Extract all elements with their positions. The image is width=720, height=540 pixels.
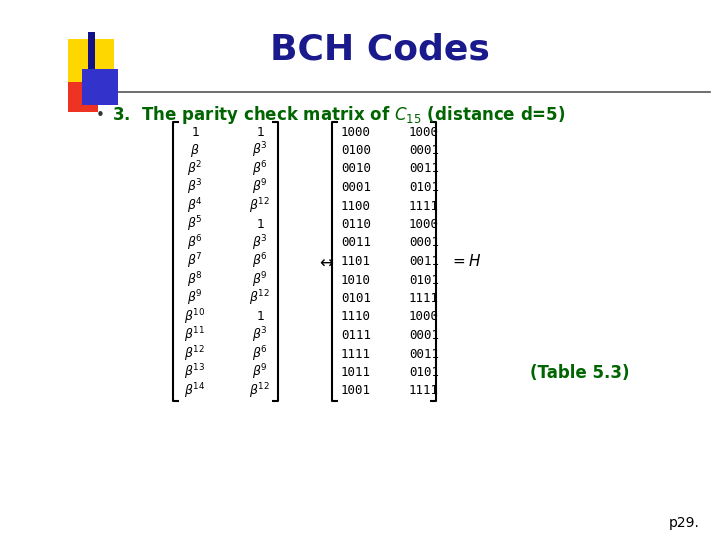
Text: $\beta^6$: $\beta^6$ — [252, 252, 268, 271]
Text: $\beta^2$: $\beta^2$ — [187, 159, 203, 179]
Text: $1$: $1$ — [256, 310, 264, 323]
Text: 1010: 1010 — [341, 273, 371, 287]
Text: 0110: 0110 — [341, 218, 371, 231]
Text: $\beta^5$: $\beta^5$ — [187, 215, 203, 234]
Text: 0101: 0101 — [409, 273, 439, 287]
Text: 0011: 0011 — [409, 163, 439, 176]
Text: $\beta^{11}$: $\beta^{11}$ — [184, 326, 206, 345]
Bar — [68, 82, 98, 112]
Text: 1111: 1111 — [341, 348, 371, 361]
Text: $\beta^{12}$: $\beta^{12}$ — [249, 196, 271, 216]
Text: 0001: 0001 — [409, 237, 439, 249]
Text: 3.  The parity check matrix of $C_{15}$ (distance d=5): 3. The parity check matrix of $C_{15}$ (… — [112, 104, 565, 126]
Text: 1000: 1000 — [409, 218, 439, 231]
Text: $\beta^9$: $\beta^9$ — [252, 363, 268, 382]
Text: $\beta^4$: $\beta^4$ — [187, 196, 203, 216]
Text: $1$: $1$ — [256, 125, 264, 138]
Text: $\beta^3$: $\beta^3$ — [187, 178, 203, 197]
Text: $1$: $1$ — [256, 218, 264, 231]
Text: 0001: 0001 — [341, 181, 371, 194]
Text: $\beta^3$: $\beta^3$ — [252, 326, 268, 345]
Text: $\beta^6$: $\beta^6$ — [252, 344, 268, 364]
Text: $\beta^{14}$: $\beta^{14}$ — [184, 381, 206, 401]
Text: 0001: 0001 — [409, 144, 439, 157]
Text: 1000: 1000 — [409, 310, 439, 323]
Text: 0111: 0111 — [341, 329, 371, 342]
Text: $\beta^6$: $\beta^6$ — [187, 233, 203, 253]
Text: 0100: 0100 — [341, 144, 371, 157]
Text: BCH Codes: BCH Codes — [270, 33, 490, 67]
Text: 0001: 0001 — [409, 329, 439, 342]
Text: 1000: 1000 — [409, 125, 439, 138]
Text: $\beta$: $\beta$ — [190, 142, 200, 159]
Text: $\beta^7$: $\beta^7$ — [187, 252, 203, 271]
Text: 0101: 0101 — [409, 181, 439, 194]
Text: 1100: 1100 — [341, 199, 371, 213]
Bar — [68, 39, 114, 85]
Text: •: • — [96, 107, 104, 123]
Text: $\beta^3$: $\beta^3$ — [252, 233, 268, 253]
Bar — [82, 69, 118, 105]
Text: p29.: p29. — [669, 516, 700, 530]
Text: 1111: 1111 — [409, 292, 439, 305]
Text: 0101: 0101 — [341, 292, 371, 305]
Text: (Table 5.3): (Table 5.3) — [530, 363, 629, 381]
Text: $= H$: $= H$ — [450, 253, 482, 269]
Text: 1011: 1011 — [341, 366, 371, 379]
Bar — [88, 32, 95, 100]
Text: $\beta^3$: $\beta^3$ — [252, 141, 268, 160]
Text: $\beta^{10}$: $\beta^{10}$ — [184, 307, 206, 327]
Text: $\beta^{13}$: $\beta^{13}$ — [184, 363, 206, 382]
Text: 1110: 1110 — [341, 310, 371, 323]
Text: 0011: 0011 — [409, 255, 439, 268]
Text: 1111: 1111 — [409, 384, 439, 397]
Text: 0010: 0010 — [341, 163, 371, 176]
Text: $\beta^{12}$: $\beta^{12}$ — [249, 381, 271, 401]
Text: $\beta^8$: $\beta^8$ — [187, 270, 203, 290]
Text: 0101: 0101 — [409, 366, 439, 379]
Text: $\beta^9$: $\beta^9$ — [252, 270, 268, 290]
Text: $\beta^{12}$: $\beta^{12}$ — [249, 289, 271, 308]
Text: $1$: $1$ — [191, 125, 199, 138]
Text: 1111: 1111 — [409, 199, 439, 213]
Text: $\beta^9$: $\beta^9$ — [187, 289, 203, 308]
Text: 1000: 1000 — [341, 125, 371, 138]
Text: $\leftrightarrow$: $\leftrightarrow$ — [316, 253, 334, 271]
Text: $\beta^6$: $\beta^6$ — [252, 159, 268, 179]
Text: 0011: 0011 — [409, 348, 439, 361]
Text: $\beta^9$: $\beta^9$ — [252, 178, 268, 197]
Text: 1001: 1001 — [341, 384, 371, 397]
Text: 1101: 1101 — [341, 255, 371, 268]
Text: $\beta^{12}$: $\beta^{12}$ — [184, 344, 206, 364]
Text: 0011: 0011 — [341, 237, 371, 249]
